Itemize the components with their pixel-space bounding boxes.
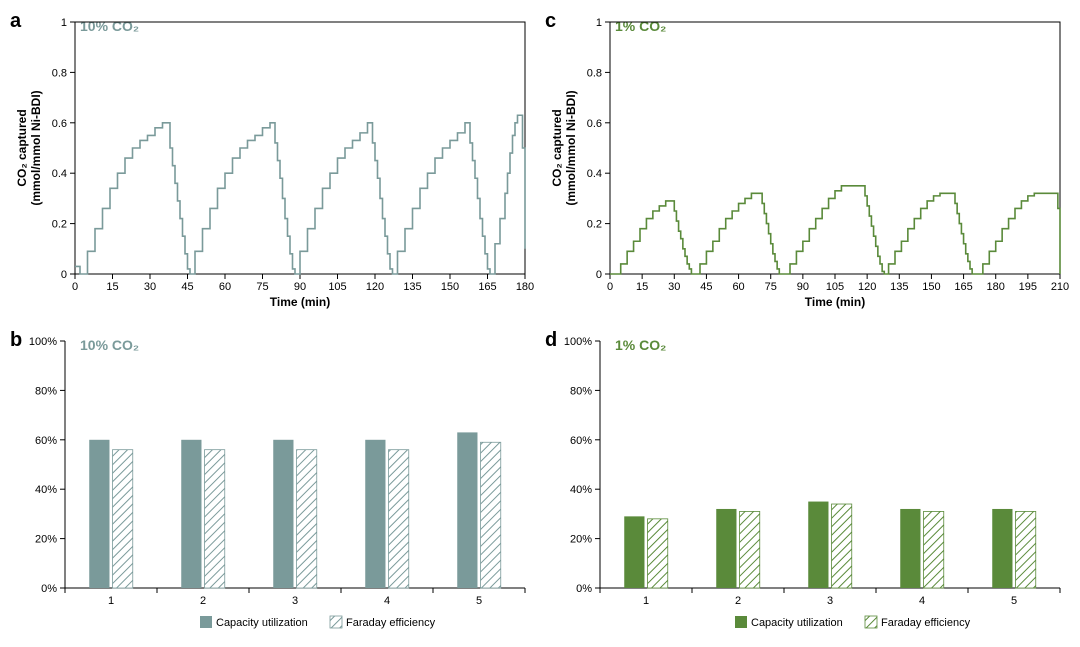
- svg-text:(mmol/mmol Ni-BDI): (mmol/mmol Ni-BDI): [564, 90, 578, 205]
- svg-text:0: 0: [596, 269, 602, 281]
- svg-text:150: 150: [441, 281, 459, 293]
- svg-text:(mmol/mmol Ni-BDI): (mmol/mmol Ni-BDI): [29, 90, 43, 205]
- svg-text:80%: 80%: [35, 385, 57, 397]
- panel-c: c1% CO₂015304560759010512013515016518019…: [545, 10, 1070, 319]
- svg-text:0%: 0%: [576, 583, 592, 595]
- panel-b: b10% CO₂0%20%40%60%80%100%12345Capacity …: [10, 329, 535, 638]
- svg-text:45: 45: [181, 281, 193, 293]
- svg-text:60%: 60%: [35, 434, 57, 446]
- svg-text:1: 1: [643, 595, 649, 607]
- svg-text:3: 3: [827, 595, 833, 607]
- svg-text:120: 120: [366, 281, 384, 293]
- svg-text:60: 60: [219, 281, 231, 293]
- svg-text:60: 60: [732, 281, 744, 293]
- line-chart: 0 15 30 45 60 75 90 105 120 135 150 165 180 195 210 0 0.…: [545, 10, 1070, 319]
- svg-text:80%: 80%: [570, 385, 592, 397]
- svg-text:105: 105: [826, 281, 844, 293]
- svg-text:Faraday efficiency: Faraday efficiency: [346, 617, 436, 629]
- bar-chart: 0% 20% 40% 60% 80% 100% 1 2 3 4 5 Capacity utilizat…: [545, 329, 1070, 638]
- svg-text:40%: 40%: [570, 484, 592, 496]
- svg-text:40%: 40%: [35, 484, 57, 496]
- panel-d: d1% CO₂0%20%40%60%80%100%12345Capacity u…: [545, 329, 1070, 638]
- svg-text:195: 195: [1019, 281, 1037, 293]
- svg-text:5: 5: [1011, 595, 1017, 607]
- svg-text:90: 90: [294, 281, 306, 293]
- svg-text:0.8: 0.8: [587, 67, 602, 79]
- svg-text:0.8: 0.8: [52, 67, 67, 79]
- svg-text:0.4: 0.4: [587, 168, 602, 180]
- svg-text:60%: 60%: [570, 434, 592, 446]
- svg-text:180: 180: [987, 281, 1005, 293]
- svg-text:15: 15: [106, 281, 118, 293]
- svg-text:30: 30: [144, 281, 156, 293]
- svg-text:150: 150: [922, 281, 940, 293]
- svg-text:165: 165: [954, 281, 972, 293]
- svg-text:0: 0: [607, 281, 613, 293]
- chart-grid: a10% CO₂01530456075901051201351501651800…: [10, 10, 1070, 637]
- svg-text:135: 135: [890, 281, 908, 293]
- svg-text:105: 105: [328, 281, 346, 293]
- svg-text:100%: 100%: [29, 336, 57, 348]
- svg-text:CO₂ captured: CO₂ captured: [550, 109, 564, 186]
- svg-text:210: 210: [1051, 281, 1069, 293]
- svg-text:100%: 100%: [564, 336, 592, 348]
- svg-text:15: 15: [636, 281, 648, 293]
- svg-text:2: 2: [200, 595, 206, 607]
- svg-text:Capacity utilization: Capacity utilization: [751, 617, 843, 629]
- svg-text:180: 180: [516, 281, 534, 293]
- svg-text:1: 1: [61, 17, 67, 29]
- svg-text:Faraday efficiency: Faraday efficiency: [881, 617, 971, 629]
- svg-text:165: 165: [478, 281, 496, 293]
- svg-text:120: 120: [858, 281, 876, 293]
- line-chart: 0 15 30 45 60 75 90 105 120 135 150 165 180 0 0.2 0.4 0.…: [10, 10, 535, 319]
- svg-text:0.6: 0.6: [52, 118, 67, 130]
- panel-a: a10% CO₂01530456075901051201351501651800…: [10, 10, 535, 319]
- svg-text:30: 30: [668, 281, 680, 293]
- bar-chart: 0% 20% 40% 60% 80% 100% 1 2 3 4 5 Capacity utilizat…: [10, 329, 535, 638]
- svg-text:0.2: 0.2: [52, 219, 67, 231]
- svg-text:90: 90: [797, 281, 809, 293]
- svg-text:Time (min): Time (min): [805, 295, 865, 309]
- svg-text:1: 1: [108, 595, 114, 607]
- svg-text:0: 0: [72, 281, 78, 293]
- svg-text:3: 3: [292, 595, 298, 607]
- svg-text:4: 4: [384, 595, 390, 607]
- svg-text:20%: 20%: [570, 533, 592, 545]
- svg-text:75: 75: [256, 281, 268, 293]
- svg-text:75: 75: [765, 281, 777, 293]
- svg-text:0.6: 0.6: [587, 118, 602, 130]
- svg-text:0: 0: [61, 269, 67, 281]
- svg-text:45: 45: [700, 281, 712, 293]
- svg-text:2: 2: [735, 595, 741, 607]
- svg-text:20%: 20%: [35, 533, 57, 545]
- svg-text:0%: 0%: [41, 583, 57, 595]
- svg-text:4: 4: [919, 595, 925, 607]
- svg-text:5: 5: [476, 595, 482, 607]
- svg-text:0.4: 0.4: [52, 168, 67, 180]
- svg-text:1: 1: [596, 17, 602, 29]
- svg-text:0.2: 0.2: [587, 219, 602, 231]
- svg-text:Capacity utilization: Capacity utilization: [216, 617, 308, 629]
- svg-text:CO₂ captured: CO₂ captured: [15, 109, 29, 186]
- svg-text:135: 135: [403, 281, 421, 293]
- svg-text:Time (min): Time (min): [270, 295, 330, 309]
